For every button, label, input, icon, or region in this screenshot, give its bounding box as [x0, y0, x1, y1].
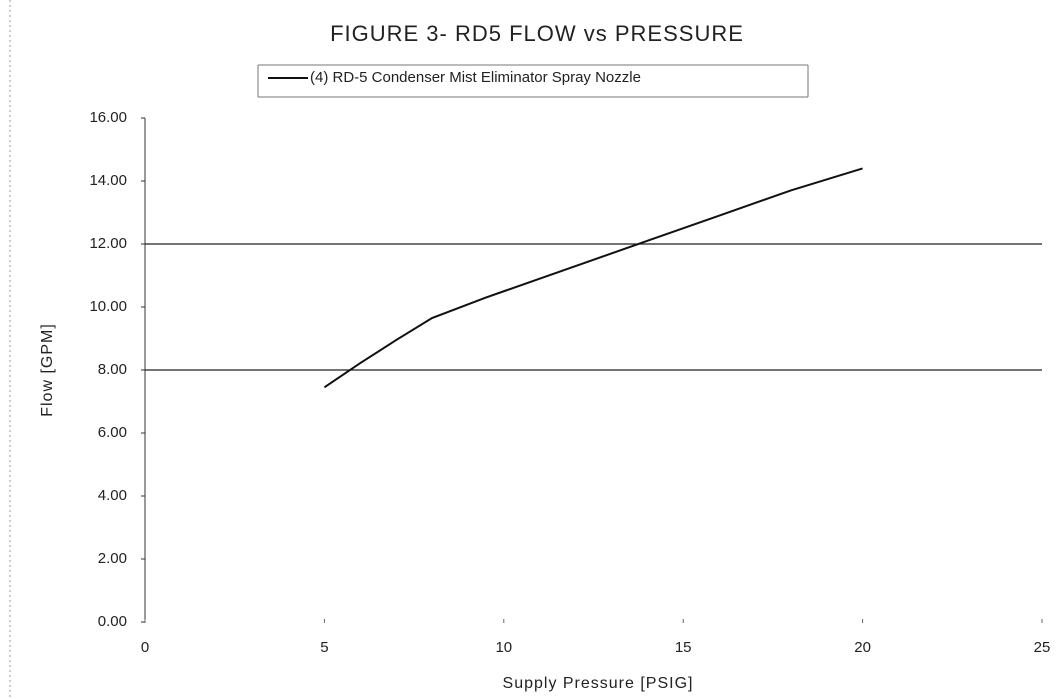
- chart-title: FIGURE 3- RD5 FLOW vs PRESSURE: [330, 21, 744, 46]
- x-tick-label: 20: [854, 639, 871, 656]
- y-tick-label: 4.00: [98, 487, 127, 504]
- x-tick-label: 10: [495, 639, 512, 656]
- legend-box: [257, 64, 809, 98]
- x-tick-label: 25: [1034, 639, 1051, 656]
- x-tick-label: 5: [320, 639, 328, 656]
- y-tick-label: 14.00: [89, 172, 127, 189]
- y-axis-label: Flow [GPM]: [39, 323, 56, 417]
- data-line: [323, 167, 863, 389]
- x-tick-label: 0: [141, 639, 149, 656]
- x-axis-label: Supply Pressure [PSIG]: [503, 675, 694, 692]
- legend-label: (4) RD-5 Condenser Mist Eliminator Spray…: [310, 69, 641, 86]
- y-tick-label: 8.00: [98, 361, 127, 378]
- y-tick-label: 0.00: [98, 613, 127, 630]
- y-tick-label: 10.00: [89, 298, 127, 315]
- y-tick-label: 6.00: [98, 424, 127, 441]
- x-tick-label: 15: [675, 639, 692, 656]
- y-tick-label: 12.00: [89, 235, 127, 252]
- y-tick-label: 16.00: [89, 109, 127, 126]
- y-tick-label: 2.00: [98, 550, 127, 567]
